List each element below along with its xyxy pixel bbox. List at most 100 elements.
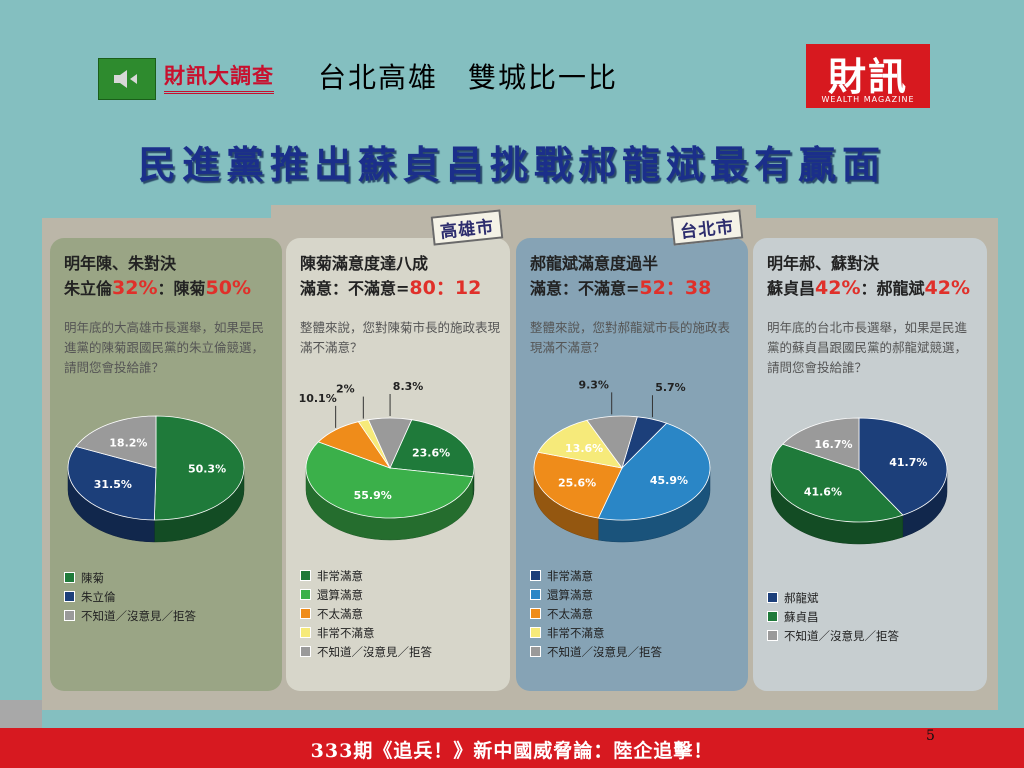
legend-item: 還算滿意 xyxy=(530,585,662,604)
slice-value-label: 10.1% xyxy=(299,392,337,405)
slice-value-label: 41.6% xyxy=(804,485,842,498)
legend-label: 非常滿意 xyxy=(317,568,363,583)
title-line2-mid: ：陳菊 xyxy=(157,279,206,298)
slice-value-label: 50.3% xyxy=(188,462,226,475)
legend-item: 不太滿意 xyxy=(300,604,432,623)
footer-text: 333期《追兵！》新中國威脅論：陸企追擊！ xyxy=(310,740,714,762)
headline: 民進黨推出蘇貞昌挑戰郝龍斌最有贏面 xyxy=(137,142,886,187)
footer-bar: 333期《追兵！》新中國威脅論：陸企追擊！ xyxy=(0,728,1024,768)
logo-subtext: WEALTH MAGAZINE xyxy=(821,95,915,104)
legend-item: 還算滿意 xyxy=(300,585,432,604)
pie-chart: 50.3% 31.5% 18.2% xyxy=(67,415,245,543)
title-line2-v2: 42% xyxy=(924,277,970,299)
slide-subtitle: 台北高雄 雙城比一比 xyxy=(318,61,619,94)
title-line2-prefix: 滿意：不滿意= xyxy=(300,279,410,298)
slice-value-label: 9.3% xyxy=(578,378,609,391)
title-line2-prefix: 滿意：不滿意= xyxy=(530,279,640,298)
chart-legend: 郝龍斌蘇貞昌不知道／沒意見／拒答 xyxy=(767,588,899,645)
legend-label: 不知道／沒意見／拒答 xyxy=(81,608,196,623)
chart-legend: 非常滿意還算滿意不太滿意非常不滿意不知道／沒意見／拒答 xyxy=(530,566,662,661)
legend-item: 陳菊 xyxy=(64,568,196,587)
legend-swatch xyxy=(530,627,541,638)
panel-title-line1: 郝龍斌滿意度過半 xyxy=(530,254,659,273)
panel-title: 郝龍斌滿意度過半 滿意：不滿意=52：38 xyxy=(530,252,711,301)
title-line2-prefix: 蘇貞昌 xyxy=(767,279,816,298)
legend-item: 不知道／沒意見／拒答 xyxy=(64,606,196,625)
title-line2-v1: 42% xyxy=(815,277,861,299)
slice-value-label: 25.6% xyxy=(558,476,596,489)
panel-taipei-election: 明年郝、蘇對決蘇貞昌42%：郝龍斌42% 明年底的台北市長選舉，如果是民進黨的蘇貞… xyxy=(753,238,987,691)
slice-value-label: 16.7% xyxy=(814,438,852,451)
slice-value-label: 55.9% xyxy=(354,489,392,502)
slice-value-label: 41.7% xyxy=(889,456,927,469)
pie-slice xyxy=(770,443,904,523)
legend-label: 還算滿意 xyxy=(547,587,593,602)
legend-label: 陳菊 xyxy=(81,570,104,585)
legend-label: 還算滿意 xyxy=(317,587,363,602)
pie-slice xyxy=(781,417,860,471)
legend-swatch xyxy=(300,646,311,657)
legend-swatch xyxy=(530,646,541,657)
legend-item: 不知道／沒意見／拒答 xyxy=(530,642,662,661)
panel-title-line2: 滿意：不滿意=80：12 xyxy=(300,276,481,301)
pie-slice xyxy=(858,417,948,516)
legend-label: 非常滿意 xyxy=(547,568,593,583)
legend-label: 不太滿意 xyxy=(547,606,593,621)
logo-text: 財訊 xyxy=(827,54,908,99)
speaker-icon[interactable] xyxy=(98,58,156,100)
pie-slice xyxy=(305,441,474,519)
panel-hau-approval: 郝龍斌滿意度過半 滿意：不滿意=52：38 整體來說，您對郝龍斌市長的施政表現滿不滿… xyxy=(516,238,748,691)
panel-title: 明年郝、蘇對決蘇貞昌42%：郝龍斌42% xyxy=(767,252,970,301)
panel-title-line2: 蘇貞昌42%：郝龍斌42% xyxy=(767,276,970,301)
slice-value-label: 5.7% xyxy=(655,381,686,394)
title-line2-v1: 52：38 xyxy=(639,277,712,299)
legend-swatch xyxy=(530,589,541,600)
legend-label: 不太滿意 xyxy=(317,606,363,621)
slice-value-label: 13.6% xyxy=(565,442,603,455)
pie-slice xyxy=(533,451,623,519)
page-number: 5 xyxy=(926,728,935,744)
slice-value-label: 45.9% xyxy=(650,474,688,487)
legend-swatch xyxy=(64,610,75,621)
legend-swatch xyxy=(767,630,778,641)
pie-slice xyxy=(537,419,623,469)
panel-question: 明年底的台北市長選舉，如果是民進黨的蘇貞昌跟國民黨的郝龍斌競選，請問您會投給誰？ xyxy=(767,320,968,375)
legend-item: 不知道／沒意見／拒答 xyxy=(767,626,899,645)
legend-label: 郝龍斌 xyxy=(784,590,819,605)
slice-value-label: 18.2% xyxy=(109,437,147,450)
speaker-glyph xyxy=(114,70,137,88)
legend-item: 不太滿意 xyxy=(530,604,662,623)
legend-item: 蘇貞昌 xyxy=(767,607,899,626)
panel-question: 整體來說，您對陳菊市長的施政表現滿不滿意？ xyxy=(300,320,501,355)
legend-item: 非常不滿意 xyxy=(300,623,432,642)
legend-swatch xyxy=(767,592,778,603)
panel-title-line1: 明年陳、朱對決 xyxy=(64,254,177,273)
title-line2-v1: 80：12 xyxy=(409,277,482,299)
brand-title: 財訊大調查 xyxy=(164,60,274,94)
legend-label: 不知道／沒意見／拒答 xyxy=(317,644,432,659)
pie-chart: 23.6% 55.9% 10.1%2% 8.3% xyxy=(299,380,475,541)
panel-title-line1: 明年郝、蘇對決 xyxy=(767,254,880,273)
pie-slice xyxy=(153,415,245,521)
legend-swatch xyxy=(530,608,541,619)
legend-label: 非常不滿意 xyxy=(317,625,375,640)
legend-item: 不知道／沒意見／拒答 xyxy=(300,642,432,661)
slice-value-label: 2% xyxy=(336,383,355,396)
legend-swatch xyxy=(767,611,778,622)
legend-label: 蘇貞昌 xyxy=(784,609,819,624)
legend-swatch xyxy=(300,570,311,581)
panel-title-line2: 滿意：不滿意=52：38 xyxy=(530,276,711,301)
pie-slice xyxy=(586,415,638,469)
infographic-top-strip xyxy=(271,205,756,221)
left-stub xyxy=(0,700,42,728)
panel-title: 明年陳、朱對決 朱立倫32%：陳菊50% xyxy=(64,252,251,301)
legend-item: 非常不滿意 xyxy=(530,623,662,642)
legend-swatch xyxy=(64,572,75,583)
legend-label: 不知道／沒意見／拒答 xyxy=(547,644,662,659)
pie-slice xyxy=(67,445,157,521)
slice-value-label: 8.3% xyxy=(393,380,424,393)
pie-slice xyxy=(367,417,413,469)
legend-label: 非常不滿意 xyxy=(547,625,605,640)
chart-legend: 非常滿意還算滿意不太滿意非常不滿意不知道／沒意見／拒答 xyxy=(300,566,432,661)
legend-swatch xyxy=(64,591,75,602)
